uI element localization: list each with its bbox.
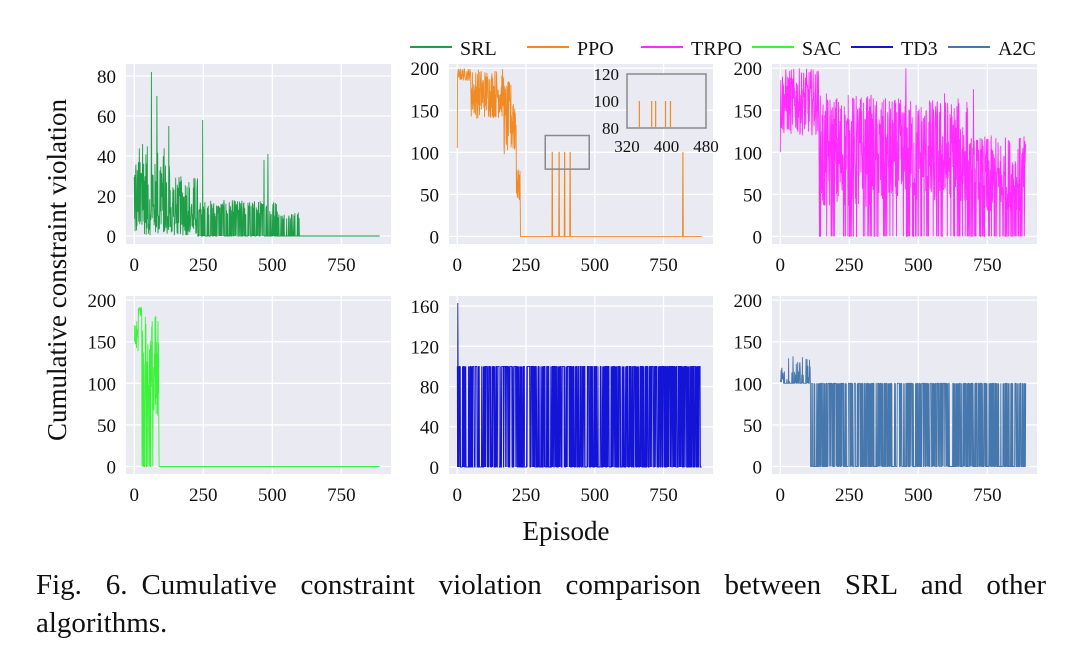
legend-item-td3: TD3 [851, 38, 938, 60]
legend-label: SRL [460, 38, 497, 60]
y-tick-label: 80 [420, 378, 439, 399]
series-line-sac [133, 307, 380, 467]
series-line-ppo [456, 68, 702, 237]
legend-label: TD3 [901, 38, 938, 60]
y-tick-label: 100 [734, 143, 763, 164]
y-tick-label: 40 [420, 418, 439, 439]
y-tick-label: 200 [88, 291, 117, 312]
subplot-a2c: 0 250 500 750 0 50 100 150 200 [734, 291, 1037, 506]
x-tick-label: 0 [130, 255, 140, 276]
legend-item-a2c: A2C [948, 38, 1036, 60]
inset-zoom-plot: 320 400 480 80 100 120 [594, 65, 719, 156]
x-tick-label: 500 [258, 485, 287, 506]
series-line-srl [133, 71, 380, 237]
x-tick-label: 500 [581, 255, 610, 276]
x-tick-label: 750 [973, 485, 1002, 506]
y-tick-label: 160 [411, 297, 440, 318]
legend-item-ppo: PPO [527, 38, 614, 60]
y-tick-label: 50 [420, 185, 439, 206]
y-tick-label: 150 [734, 333, 763, 354]
x-tick-label: 500 [904, 485, 933, 506]
legend-item-trpo: TRPO [641, 38, 742, 60]
x-tick-label: 500 [581, 485, 610, 506]
series-line-trpo [779, 68, 1027, 237]
y-tick-label: 40 [97, 147, 116, 168]
x-tick-label: 250 [835, 255, 864, 276]
subplot-sac: 0 250 500 750 0 50 100 150 200 [88, 291, 391, 506]
x-axis-label: Episode [523, 516, 610, 546]
y-tick-label: 200 [734, 59, 763, 80]
x-tick-label: 0 [453, 255, 463, 276]
inset-x-tick-label: 320 [614, 137, 640, 156]
x-tick-label: 750 [649, 485, 678, 506]
y-tick-label: 150 [734, 101, 763, 122]
x-tick-label: 0 [776, 485, 786, 506]
x-tick-label: 250 [189, 255, 218, 276]
inset-plot-area [626, 73, 707, 129]
y-tick-label: 0 [430, 227, 440, 248]
inset-y-tick-label: 100 [594, 92, 620, 111]
legend-item-srl: SRL [410, 38, 497, 60]
zoom-region-box [544, 134, 590, 170]
y-tick-label: 150 [411, 101, 440, 122]
x-tick-label: 500 [258, 255, 287, 276]
legend-label: PPO [577, 38, 614, 60]
y-tick-label: 0 [753, 458, 763, 479]
inset-y-tick-label: 80 [602, 119, 619, 138]
legend-label: TRPO [691, 38, 742, 60]
caption-text: Cumulative constraint violation comparis… [36, 569, 1046, 639]
y-tick-label: 0 [753, 227, 763, 248]
y-tick-label: 100 [734, 374, 763, 395]
figure: SRL PPO TRPO SAC TD3 A2C 0 250 500 7500204060800… [42, 38, 1037, 546]
subplot-srl: 0 250 500 750 0 20 40 60 80 [97, 64, 391, 276]
y-tick-label: 80 [97, 67, 116, 88]
y-axis-label: Cumulative constraint violation [42, 99, 72, 441]
y-tick-label: 150 [88, 333, 117, 354]
y-tick-label: 50 [97, 416, 116, 437]
x-tick-label: 750 [973, 255, 1002, 276]
y-tick-label: 100 [88, 374, 117, 395]
y-tick-label: 100 [411, 143, 440, 164]
inset-x-tick-label: 480 [693, 137, 719, 156]
y-tick-label: 120 [411, 337, 440, 358]
caption-label: Fig. 6. [36, 569, 128, 601]
legend-label: A2C [998, 38, 1036, 60]
x-tick-label: 750 [327, 255, 356, 276]
x-tick-label: 750 [327, 485, 356, 506]
y-tick-label: 200 [734, 291, 763, 312]
y-tick-label: 60 [97, 107, 116, 128]
inset-x-tick-label: 400 [654, 137, 680, 156]
y-tick-label: 50 [743, 185, 762, 206]
x-tick-label: 0 [130, 485, 140, 506]
x-tick-label: 500 [904, 255, 933, 276]
x-tick-label: 0 [776, 255, 786, 276]
subplot-ppo: 0 250 500 750 0 50 100 150 200 320 400 480 80 100 120 [411, 59, 719, 276]
x-tick-label: 0 [453, 485, 463, 506]
subplot-td3: 0 250 500 750 0 40 80 120 160 [411, 296, 713, 506]
x-tick-label: 250 [512, 255, 541, 276]
inset-y-tick-label: 120 [594, 65, 620, 84]
y-tick-label: 200 [411, 59, 440, 80]
y-tick-label: 20 [97, 187, 116, 208]
figure-caption: Fig. 6. Cumulative constraint violation c… [36, 566, 1046, 642]
legend: SRL PPO TRPO SAC TD3 A2C [410, 38, 1036, 60]
legend-item-sac: SAC [752, 38, 841, 60]
y-tick-label: 50 [743, 416, 762, 437]
plot-area [126, 296, 391, 474]
x-tick-label: 750 [649, 255, 678, 276]
x-tick-label: 250 [512, 485, 541, 506]
y-tick-label: 0 [430, 458, 440, 479]
series-line-a2c [779, 356, 1027, 467]
x-tick-label: 250 [189, 485, 218, 506]
legend-label: SAC [802, 38, 841, 60]
x-tick-label: 250 [835, 485, 864, 506]
series-line-td3 [456, 302, 702, 468]
y-tick-label: 0 [107, 227, 117, 248]
y-tick-label: 0 [107, 458, 117, 479]
subplot-trpo: 0 250 500 750 0 50 100 150 200 [734, 59, 1037, 276]
